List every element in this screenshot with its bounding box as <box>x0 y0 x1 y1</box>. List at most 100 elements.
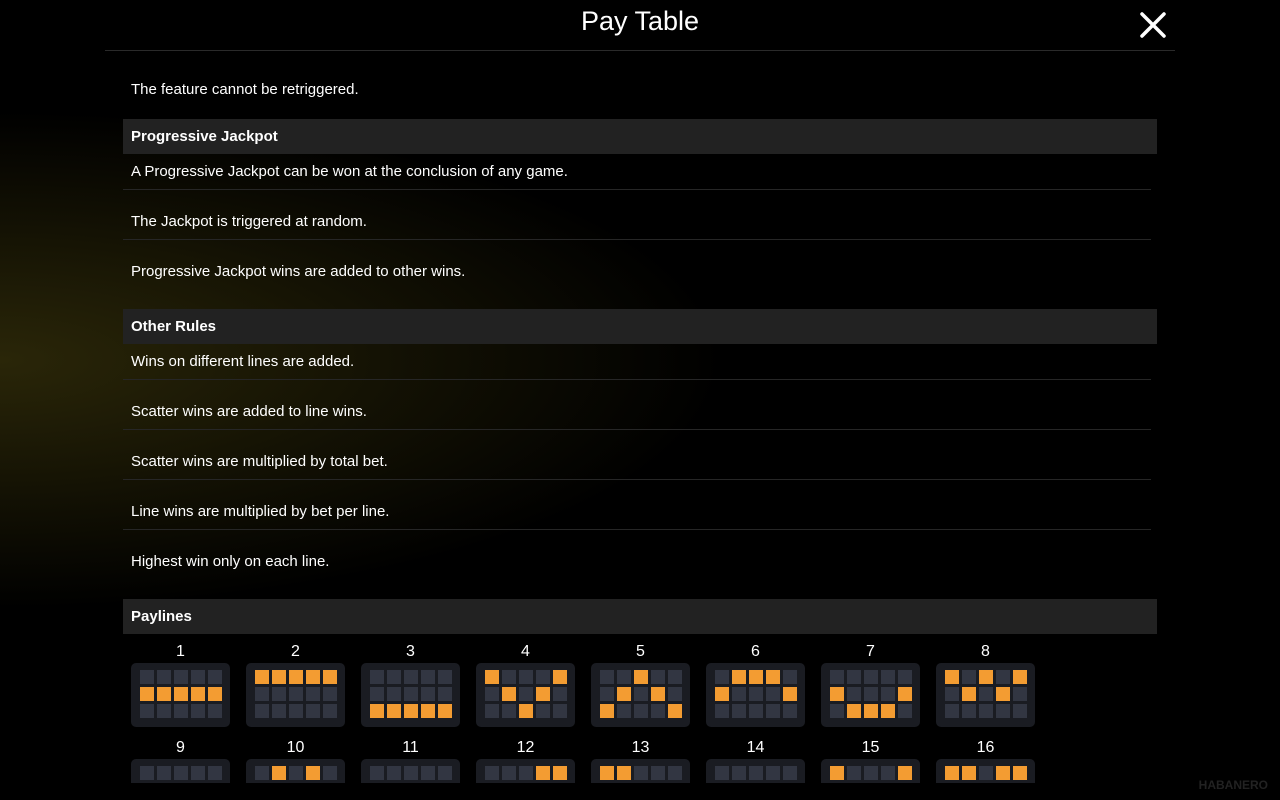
payline: 13 <box>591 739 690 783</box>
payline-cell <box>881 670 895 684</box>
payline-cell <box>255 704 269 718</box>
payline: 6 <box>706 643 805 727</box>
separator <box>123 529 1151 530</box>
payline-cell <box>766 704 780 718</box>
section-heading: Other Rules <box>131 318 217 335</box>
payline-cell <box>272 704 286 718</box>
payline-cell <box>485 766 499 780</box>
payline-cell <box>651 670 665 684</box>
payline-number: 5 <box>636 643 645 660</box>
payline-cell <box>421 670 435 684</box>
payline-cell-active <box>766 670 780 684</box>
payline-number: 6 <box>751 643 760 660</box>
payline-cell-active <box>979 670 993 684</box>
payline-cell-active <box>962 766 976 780</box>
payline-cell <box>208 766 222 780</box>
payline-number: 13 <box>631 739 650 756</box>
payline-cell <box>502 670 516 684</box>
payline-cell <box>191 670 205 684</box>
payline-cell <box>502 766 516 780</box>
payline-cell <box>485 704 499 718</box>
separator <box>123 429 1151 430</box>
payline-cell <box>438 670 452 684</box>
payline-cell <box>421 766 435 780</box>
payline-cell <box>979 687 993 701</box>
payline-cell-active <box>502 687 516 701</box>
payline-cell-active <box>191 687 205 701</box>
payline-cell-active <box>668 704 682 718</box>
payline-cell-active <box>157 687 171 701</box>
payline-cell <box>323 766 337 780</box>
payline-grid <box>936 663 1035 727</box>
payline-cell <box>749 766 763 780</box>
payline-cell-active <box>306 766 320 780</box>
payline-cell <box>536 704 550 718</box>
rule-text: The feature cannot be retriggered. <box>131 81 359 98</box>
payline-cell <box>553 704 567 718</box>
payline-cell <box>766 766 780 780</box>
payline-cell <box>634 687 648 701</box>
payline-cell-active <box>1013 766 1027 780</box>
content: The feature cannot be retriggered. Progre… <box>123 51 1157 783</box>
payline-number: 1 <box>176 643 185 660</box>
payline-cell-active <box>553 766 567 780</box>
payline-cell <box>208 670 222 684</box>
payline-number: 14 <box>746 739 765 756</box>
payline-grid <box>361 663 460 727</box>
payline-cell <box>1013 687 1027 701</box>
payline-grid <box>591 663 690 727</box>
payline-cell <box>387 766 401 780</box>
payline-cell <box>898 704 912 718</box>
payline-cell <box>668 670 682 684</box>
payline-cell <box>140 704 154 718</box>
payline-grid <box>821 759 920 783</box>
close-button[interactable] <box>1138 10 1168 40</box>
payline-cell-active <box>272 670 286 684</box>
payline-number: 9 <box>176 739 185 756</box>
payline-number: 11 <box>402 739 419 756</box>
payline-cell <box>519 766 533 780</box>
payline-cell <box>600 687 614 701</box>
payline-cell <box>715 704 729 718</box>
payline-cell <box>979 766 993 780</box>
payline-cell <box>255 766 269 780</box>
payline-grid <box>476 759 575 783</box>
payline-cell <box>830 704 844 718</box>
rule-text: Line wins are multiplied by bet per line… <box>131 503 390 520</box>
payline-cell <box>634 766 648 780</box>
payline-grid <box>706 663 805 727</box>
payline-cell <box>634 704 648 718</box>
payline-cell <box>617 704 631 718</box>
separator <box>123 479 1151 480</box>
payline-cell-active <box>864 704 878 718</box>
payline-cell <box>404 766 418 780</box>
payline-cell-active <box>715 687 729 701</box>
payline-cell <box>519 670 533 684</box>
payline-cell-active <box>272 766 286 780</box>
payline-cell-active <box>255 670 269 684</box>
payline-number: 15 <box>861 739 880 756</box>
payline-cell-active <box>485 670 499 684</box>
payline-cell-active <box>323 670 337 684</box>
payline-cell-active <box>898 766 912 780</box>
payline: 1 <box>131 643 230 727</box>
rule-text: Wins on different lines are added. <box>131 353 355 370</box>
payline: 4 <box>476 643 575 727</box>
divider <box>105 50 1175 51</box>
section-heading: Progressive Jackpot <box>131 128 278 145</box>
payline-grid <box>591 759 690 783</box>
payline-cell-active <box>208 687 222 701</box>
payline-cell <box>732 766 746 780</box>
payline-cell <box>289 687 303 701</box>
payline-cell-active <box>749 670 763 684</box>
payline-cell <box>783 704 797 718</box>
separator <box>123 239 1151 240</box>
rule-text: A Progressive Jackpot can be won at the … <box>131 163 568 180</box>
payline-cell <box>553 687 567 701</box>
payline-cell <box>881 766 895 780</box>
payline-cell <box>979 704 993 718</box>
payline-cell <box>502 704 516 718</box>
payline-cell <box>174 704 188 718</box>
payline-cell-active <box>536 766 550 780</box>
